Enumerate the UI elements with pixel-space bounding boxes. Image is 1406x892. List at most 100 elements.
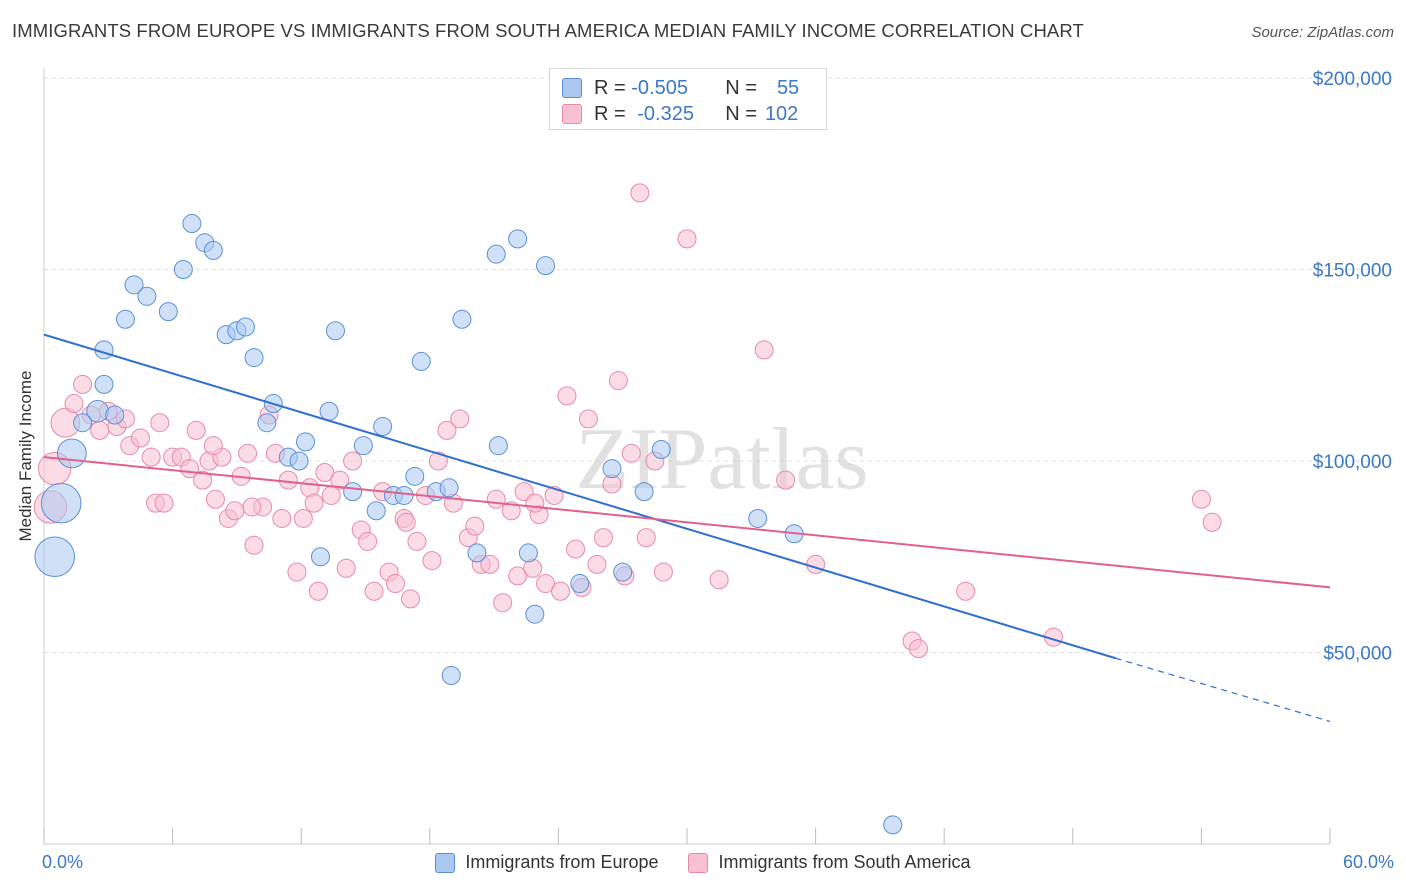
europe-point [244,348,264,368]
legend-item-south-america[interactable]: Immigrants from South America [688,852,971,873]
south-america-point [587,554,607,574]
europe-point [325,321,345,341]
europe-point [508,229,528,249]
europe-point [486,244,506,264]
europe-point [173,260,193,279]
europe-point [235,317,255,337]
legend: Immigrants from Europe Immigrants from S… [0,852,1406,873]
south-america-point [557,386,577,406]
south-america-point [358,531,378,551]
south-america-point [428,451,448,471]
series-europe [34,214,903,835]
south-america-point [130,428,150,448]
south-america-point [238,443,258,463]
europe-point [343,482,363,502]
europe-trend-line [43,333,1116,660]
south-america-point [677,229,697,249]
south-america-point [551,581,571,601]
europe-point [203,240,223,260]
south-america-point [508,566,528,586]
south-america-point [465,516,485,536]
south-america-point [73,374,93,394]
south-america-point [272,508,292,528]
europe-point [182,214,202,234]
south-america-point [422,551,442,571]
south-america-point [308,581,328,601]
europe-point [467,543,487,563]
y-tick-labels: $50,000 $100,000 $150,000 $200,000 [1313,69,1392,665]
europe-point [73,413,93,433]
europe-point [373,417,393,437]
y-tick-label: $200,000 [1313,69,1392,90]
south-america-point [150,413,170,433]
south-america-point [193,470,213,490]
europe-point [748,508,768,528]
europe-point [295,432,315,452]
europe-point [405,466,425,486]
south-america-point [1191,489,1211,509]
south-america-point [205,489,225,509]
south-america-point [621,443,641,463]
trend-lines [43,333,1331,723]
south-america-point [578,409,598,429]
x-axis-min-label: 0.0% [42,852,84,872]
south-america-point [401,589,421,609]
legend-item-europe[interactable]: Immigrants from Europe [435,852,658,873]
south-america-point [244,535,264,555]
europe-point [536,256,556,276]
south-america-point [608,371,628,391]
n-label: N = [725,76,757,99]
chart-title: IMMIGRANTS FROM EUROPE VS IMMIGRANTS FRO… [12,20,1084,41]
south-america-point [501,501,521,521]
y-tick-label: $100,000 [1313,452,1392,473]
europe-point [602,459,622,479]
europe-point [518,543,538,563]
south-america-point [653,562,673,582]
south-america-point [242,497,262,517]
europe-point [634,482,654,502]
r-value: -0.505 [631,76,688,99]
south-america-point [630,183,650,203]
south-america-point [141,447,161,467]
south-america-point [1202,512,1222,532]
x-axis-max-label: 60.0% [1342,852,1394,872]
south-america-point [90,420,110,440]
south-america-point [364,581,384,601]
south-america-point [336,558,356,578]
south-america-point [154,493,174,513]
stats-row-europe: R = -0.505 N = 55 [562,75,799,101]
europe-point [56,438,87,469]
europe-point [257,413,277,433]
south-america-point [315,462,335,482]
europe-point [353,436,373,456]
south-america-point [593,528,613,548]
europe-point [394,485,414,505]
europe-point [570,574,590,594]
europe-point [124,275,144,295]
south-america-point [203,436,223,456]
south-america-point [709,570,729,590]
n-label: N = [725,102,757,125]
europe-point [452,309,472,329]
south-america-point [566,539,586,559]
south-america-point [186,420,206,440]
europe-point [651,440,671,460]
south-america-point [480,554,500,574]
south-america-point [437,420,457,440]
europe-point [411,351,431,371]
south-america-point [407,531,427,551]
south-america-point [396,512,416,532]
europe-point [34,536,76,578]
europe-point [105,405,125,425]
europe-point [439,478,459,498]
europe-point [94,374,114,394]
south-america-swatch [562,104,582,124]
stats-row-south-america: R = -0.325 N = 102 [562,101,798,127]
europe-point [366,501,386,521]
r-value: -0.325 [637,102,694,125]
r-label: R = [594,102,626,125]
south-america-point [493,593,513,613]
south-america-point [908,639,928,659]
legend-label-europe: Immigrants from Europe [465,852,659,872]
